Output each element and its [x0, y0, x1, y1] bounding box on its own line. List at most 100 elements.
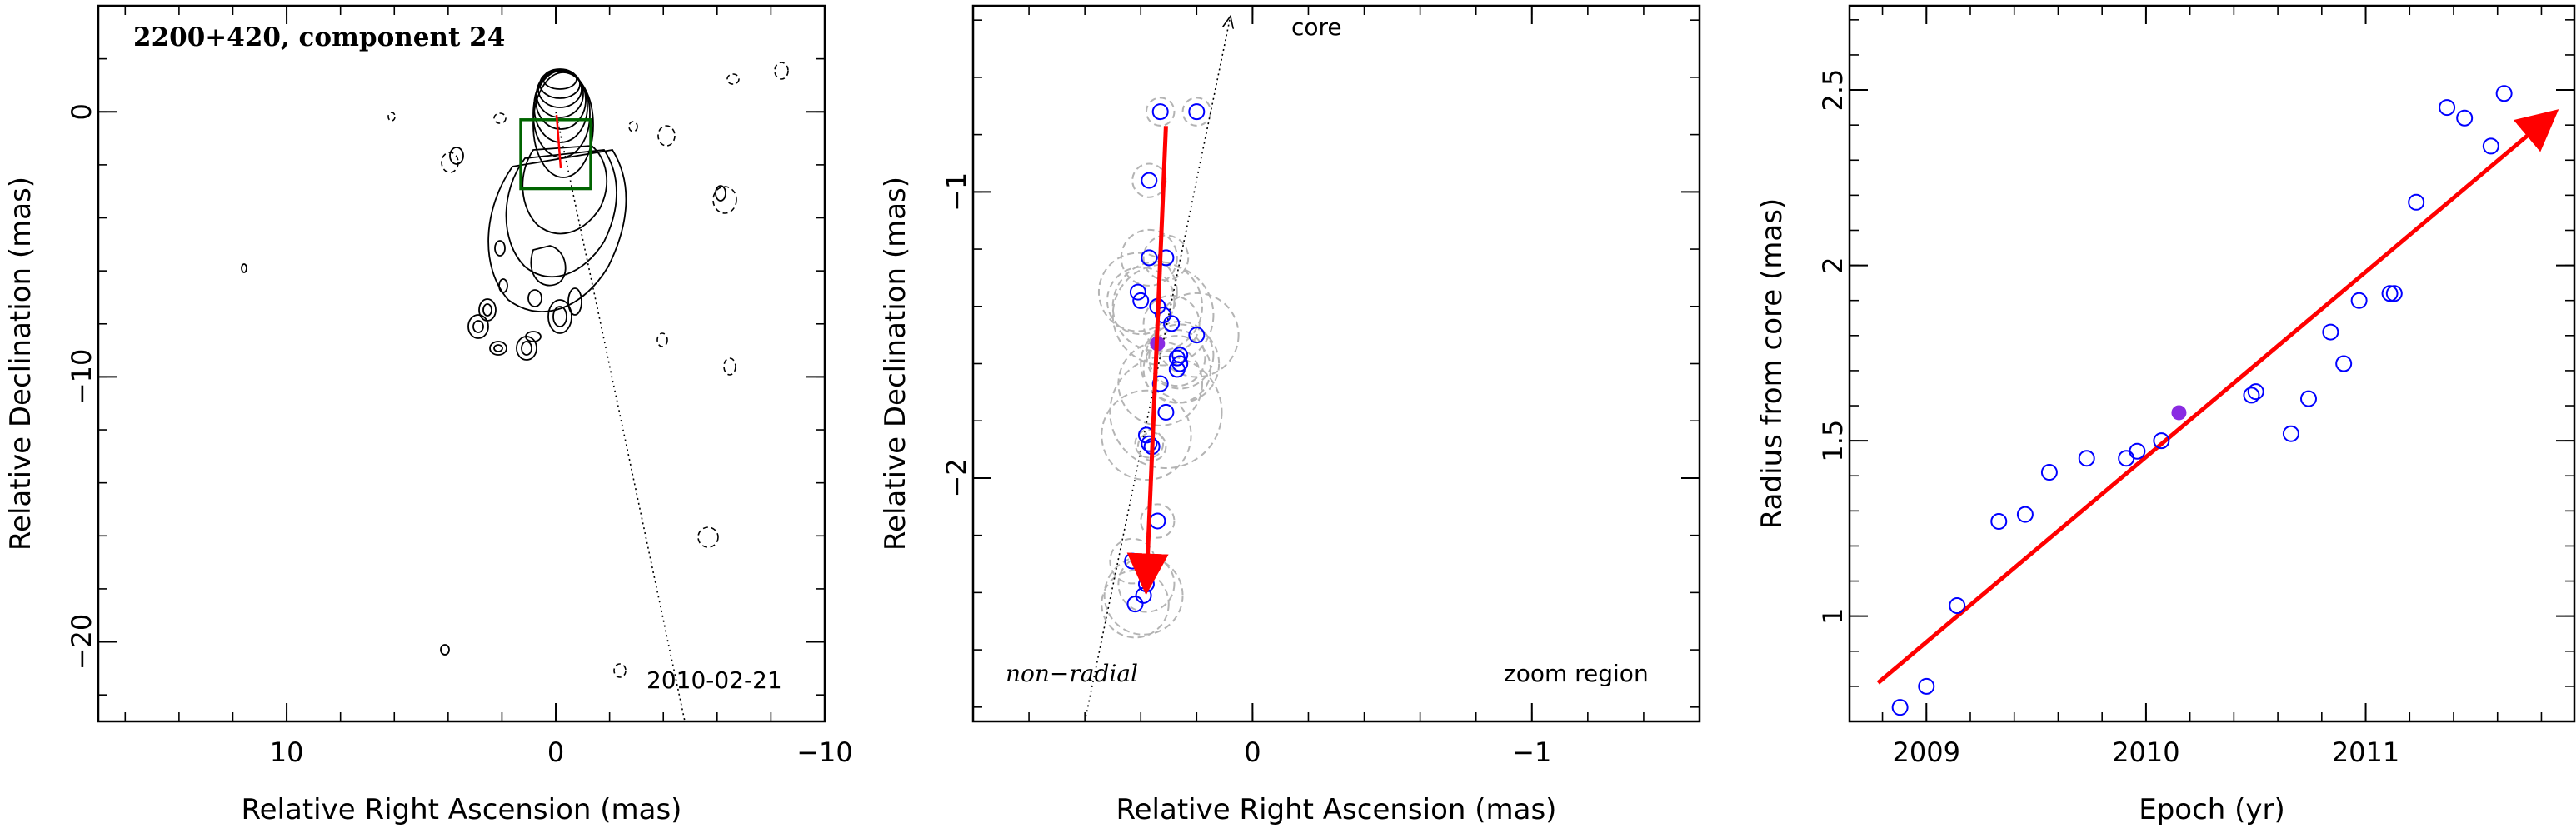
y-axis-label: Relative Declination (mas)	[4, 177, 37, 551]
x-axis-label: Relative Right Ascension (mas)	[242, 793, 682, 826]
data-point	[1188, 327, 1206, 344]
data-point	[2016, 506, 2034, 523]
plot-frame	[971, 4, 1701, 723]
data-point	[1157, 403, 1175, 421]
data-point	[1155, 307, 1172, 324]
x-tick-label: −10	[796, 736, 853, 768]
data-point	[1132, 292, 1150, 309]
highlighted-point	[2171, 405, 2187, 421]
data-point	[2408, 193, 2425, 211]
error-circle	[1101, 569, 1170, 639]
zoom-box	[519, 118, 592, 191]
x-tick-label: −1	[1512, 736, 1551, 768]
error-circle	[1140, 503, 1176, 539]
error-circle	[1103, 555, 1184, 636]
p1-negative-contours	[387, 62, 789, 678]
data-point	[1141, 172, 1158, 189]
x-tick-label: 10	[270, 736, 304, 768]
p2-axes: 0 −1 −1 −2 Relative Right Ascension (mas) Rel…	[879, 4, 1701, 826]
error-circle	[1142, 234, 1190, 282]
data-point	[1129, 283, 1146, 301]
data-point	[2040, 464, 2058, 481]
data-point	[2300, 390, 2317, 407]
data-point	[2282, 425, 2299, 442]
error-circle	[1142, 294, 1201, 352]
data-point	[1124, 552, 1141, 570]
data-point	[1141, 249, 1158, 267]
panel-zoom-region: 0 −1 −1 −2 Relative Right Ascension (mas) Rel…	[879, 4, 1701, 826]
data-point	[1163, 315, 1181, 332]
data-point	[2118, 450, 2135, 467]
p1-axes: 10 0 −10 0 −10 −20 Relative Right Ascension (m…	[4, 4, 853, 826]
error-circle	[1154, 292, 1240, 378]
data-point	[2153, 432, 2170, 450]
data-point	[2335, 355, 2353, 372]
data-point	[1151, 103, 1169, 121]
data-point	[1918, 677, 1935, 695]
data-point	[1126, 596, 1144, 613]
data-point	[2385, 285, 2403, 302]
error-circle	[1106, 266, 1176, 336]
data-point	[2482, 137, 2499, 155]
y-axis-label: Radius from core (mas)	[1755, 198, 1789, 529]
data-point	[2495, 85, 2513, 102]
fit-line-arrow	[1876, 109, 2559, 685]
p2-zoom-label: zoom region	[1504, 660, 1649, 687]
x-tick-label: 2011	[2332, 736, 2399, 768]
error-circle	[1134, 428, 1165, 459]
data-point	[2456, 109, 2474, 127]
y-tick-label: 1.5	[1817, 420, 1849, 462]
data-point	[1151, 375, 1169, 392]
data-point	[1168, 361, 1186, 378]
error-circle	[1111, 263, 1215, 367]
core-direction-line	[555, 112, 686, 722]
motion-vector-arrow	[1126, 126, 1169, 596]
data-point	[2078, 450, 2095, 467]
data-point	[2129, 442, 2146, 460]
x-tick-label: 0	[547, 736, 564, 768]
panel-contour-map: 10 0 −10 0 −10 −20 Relative Right Ascension (m…	[4, 4, 853, 826]
panel-radius-vs-epoch: 2009 2010 2011 1 1.5 2 2.5 Epoch (yr) Radius fro…	[1755, 4, 2576, 826]
p2-error-circles	[1097, 97, 1240, 639]
data-point	[1990, 512, 2008, 530]
p3-axes: 2009 2010 2011 1 1.5 2 2.5 Epoch (yr) Radius fro…	[1755, 4, 2576, 826]
x-tick-label: 0	[1244, 736, 1261, 768]
error-circle	[1148, 329, 1206, 387]
plot-frame	[97, 4, 826, 723]
y-tick-label: −20	[66, 614, 97, 671]
error-circle	[1181, 97, 1212, 127]
data-point	[1149, 512, 1166, 530]
plot-frame	[1848, 4, 2576, 723]
p1-red-arrow	[555, 114, 562, 169]
p1-title: 2200+420, component 24	[133, 22, 505, 52]
p2-core-label: core	[1291, 13, 1342, 41]
y-tick-label: 1	[1817, 607, 1849, 624]
p3-points	[1891, 85, 2513, 716]
error-circle	[1140, 323, 1221, 404]
p1-contours	[241, 68, 726, 656]
p1-epoch-label: 2010-02-21	[646, 666, 782, 694]
data-point	[1949, 597, 1966, 615]
data-point	[2381, 285, 2399, 302]
error-circle	[1142, 335, 1212, 404]
data-point	[2247, 383, 2264, 401]
y-tick-label: −1	[941, 172, 972, 212]
error-circle	[1145, 320, 1215, 390]
x-axis-label: Relative Right Ascension (mas)	[1116, 793, 1557, 826]
error-circle	[1109, 355, 1223, 469]
error-circle	[1101, 389, 1192, 481]
x-tick-label: 2009	[1893, 736, 1960, 768]
y-axis-label: Relative Declination (mas)	[879, 177, 912, 551]
y-tick-label: 2.5	[1817, 69, 1849, 112]
p2-nonradial-label: non−radial	[1006, 660, 1138, 687]
data-point	[2439, 99, 2456, 117]
error-circle	[1145, 97, 1176, 127]
data-point	[2350, 292, 2368, 309]
error-circle	[1120, 228, 1178, 287]
y-tick-label: −10	[66, 349, 97, 406]
data-point	[1141, 435, 1158, 452]
y-tick-label: 2	[1817, 257, 1849, 273]
error-circle	[1097, 252, 1178, 332]
data-point	[1188, 103, 1206, 121]
